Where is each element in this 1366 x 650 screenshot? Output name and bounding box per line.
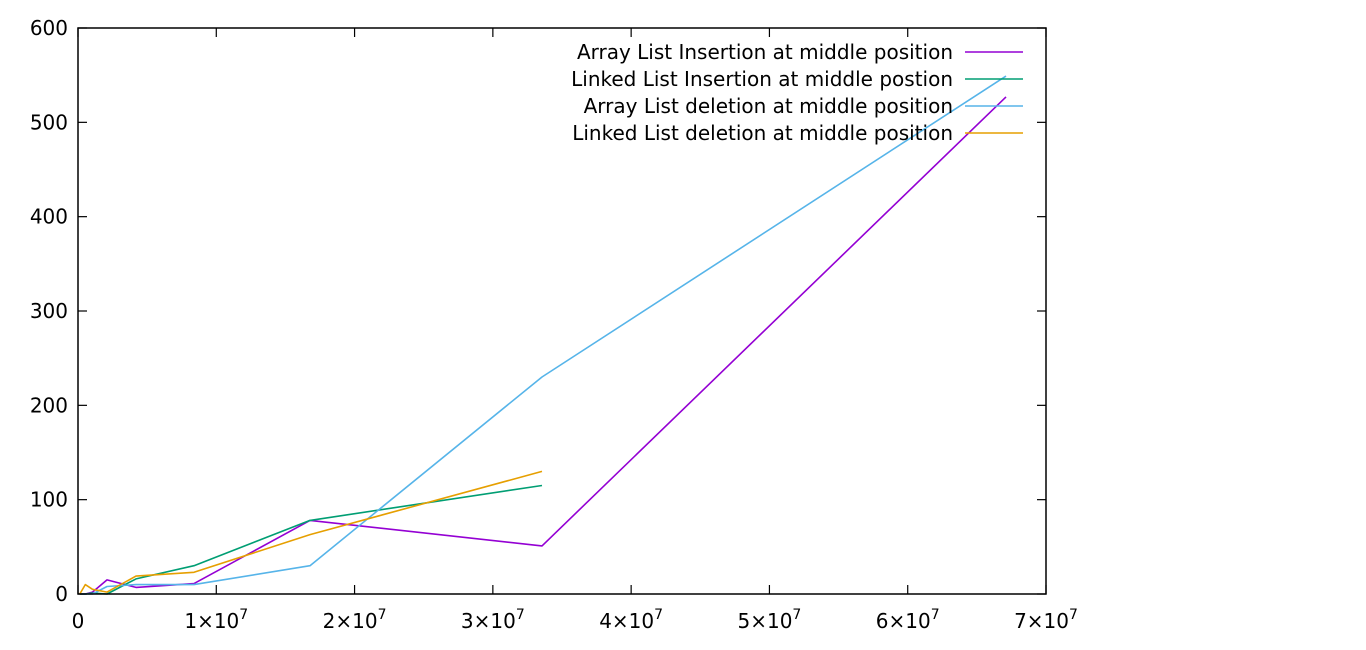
x-tick-label: 4×107	[599, 607, 663, 633]
y-tick-label: 0	[55, 582, 68, 606]
y-tick-label: 200	[30, 393, 68, 417]
x-tick-mantissa: 5×10	[737, 609, 792, 633]
series-line-3	[79, 75, 1007, 595]
x-tick-mantissa: 4×10	[599, 609, 654, 633]
x-tick-label: 5×107	[737, 607, 801, 633]
x-tick-exponent: 7	[931, 607, 940, 623]
x-tick-mantissa: 1×10	[184, 609, 239, 633]
x-tick-label: 7×107	[1014, 607, 1078, 633]
x-tick-exponent: 7	[792, 607, 801, 623]
legend-label: Array List deletion at middle position	[584, 94, 953, 118]
y-tick-label: 100	[30, 488, 68, 512]
series-line-2	[79, 484, 543, 595]
series-line-4	[79, 470, 543, 595]
x-tick-mantissa: 3×10	[461, 609, 516, 633]
legend-label: Linked List deletion at middle position	[572, 121, 953, 145]
x-tick-label: 3×107	[461, 607, 525, 633]
y-tick-label: 600	[30, 16, 68, 40]
x-tick-mantissa: 0	[72, 609, 85, 633]
legend-label: Array List Insertion at middle position	[577, 40, 953, 64]
x-tick-label: 1×107	[184, 607, 248, 633]
x-tick-mantissa: 2×10	[323, 609, 378, 633]
legend-label: Linked List Insertion at middle postion	[571, 67, 953, 91]
y-tick-label: 400	[30, 205, 68, 229]
x-tick-label: 6×107	[876, 607, 940, 633]
y-tick-label: 300	[30, 299, 68, 323]
series-line-1	[79, 96, 1007, 595]
x-tick-label: 0	[72, 609, 85, 633]
x-tick-exponent: 7	[654, 607, 663, 623]
x-tick-exponent: 7	[1069, 607, 1078, 623]
x-tick-label: 2×107	[323, 607, 387, 633]
x-tick-exponent: 7	[378, 607, 387, 623]
legend: Array List Insertion at middle position L…	[571, 40, 1023, 145]
x-tick-mantissa: 7×10	[1014, 609, 1069, 633]
x-tick-mantissa: 6×10	[876, 609, 931, 633]
series-layer	[79, 75, 1007, 595]
x-tick-exponent: 7	[516, 607, 525, 623]
y-tick-label: 500	[30, 110, 68, 134]
x-tick-exponent: 7	[239, 607, 248, 623]
